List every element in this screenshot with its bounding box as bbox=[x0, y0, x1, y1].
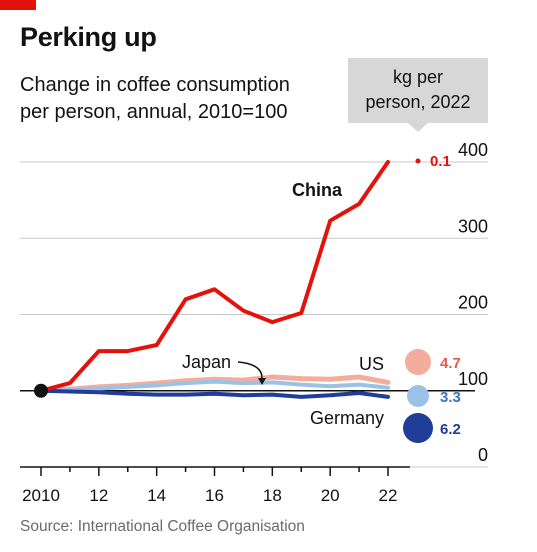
x-tick-label: 2010 bbox=[22, 486, 60, 505]
us-kg-bubble bbox=[405, 349, 431, 375]
series-label-us: US bbox=[359, 354, 384, 374]
y-axis-ticks: 0 100 200 300 400 bbox=[458, 140, 488, 465]
japan-kg-bubble bbox=[407, 385, 429, 407]
china-kg-bubble bbox=[415, 158, 421, 164]
subtitle-line-2: per person, annual, 2010=100 bbox=[20, 101, 288, 123]
series-line-germany bbox=[39, 388, 390, 399]
germany-kg-bubble bbox=[403, 413, 433, 443]
x-tick-label: 14 bbox=[147, 486, 166, 505]
series-lines bbox=[38, 160, 391, 399]
y-tick-label: 200 bbox=[458, 293, 488, 313]
source-note: Source: International Coffee Organisatio… bbox=[20, 518, 305, 535]
unit-callout-box bbox=[348, 58, 488, 123]
brand-red-tag bbox=[0, 0, 36, 10]
series-label-china: China bbox=[292, 180, 343, 200]
series-line-japan bbox=[39, 379, 390, 393]
unit-line-1: kg per bbox=[393, 67, 443, 87]
subtitle-line-1: Change in coffee consumption bbox=[20, 74, 290, 96]
series-line-china bbox=[39, 160, 390, 393]
y-tick-label: 300 bbox=[458, 216, 488, 236]
y-tick-label: 100 bbox=[458, 369, 488, 389]
chart-title: Perking up bbox=[20, 22, 157, 52]
unit-line-2: person, 2022 bbox=[365, 92, 470, 112]
japan-kg-value: 3.3 bbox=[440, 389, 461, 406]
x-tick-label: 18 bbox=[263, 486, 282, 505]
japan-label-arrow bbox=[258, 378, 266, 385]
y-tick-label: 400 bbox=[458, 140, 488, 160]
x-tick-label: 16 bbox=[205, 486, 224, 505]
kg-per-person-column: 0.1 4.7 3.3 6.2 bbox=[403, 153, 461, 443]
germany-kg-value: 6.2 bbox=[440, 421, 461, 438]
x-tick-label: 22 bbox=[379, 486, 398, 505]
us-kg-value: 4.7 bbox=[440, 355, 461, 372]
baseline-2010-dot bbox=[34, 383, 48, 398]
x-tick-label: 20 bbox=[321, 486, 340, 505]
japan-label-leader bbox=[237, 361, 263, 379]
series-label-japan: Japan bbox=[182, 352, 231, 372]
unit-callout: kg per person, 2022 bbox=[348, 58, 488, 132]
unit-callout-pointer bbox=[408, 123, 428, 132]
y-tick-label: 0 bbox=[478, 445, 488, 465]
x-tick-label: 12 bbox=[89, 486, 108, 505]
series-label-germany: Germany bbox=[310, 408, 384, 428]
chart-subtitle: Change in coffee consumption per person,… bbox=[20, 72, 290, 126]
x-axis: 2010 12 14 16 18 20 22 bbox=[20, 466, 410, 505]
china-kg-value: 0.1 bbox=[430, 153, 451, 170]
